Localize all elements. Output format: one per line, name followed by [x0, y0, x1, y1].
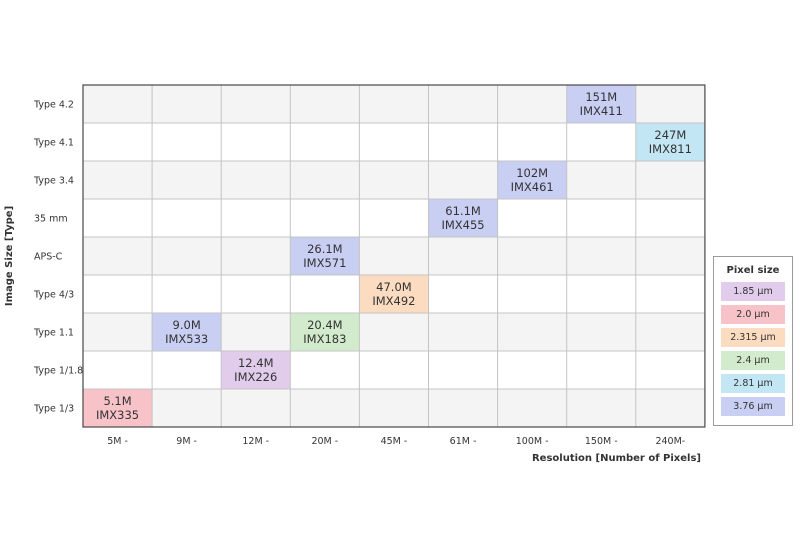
- cell-sensor: IMX226: [234, 370, 277, 384]
- sensor-cell: [635, 123, 705, 161]
- column-label: 12M -: [242, 436, 269, 447]
- sensor-cell: [290, 313, 360, 351]
- row-label: Type 4/3: [33, 290, 74, 301]
- row-stripe: [83, 123, 705, 161]
- cell-sensor: IMX571: [303, 256, 346, 270]
- sensor-cell: [221, 351, 291, 389]
- column-label: 45M -: [381, 436, 408, 447]
- column-label: 240M-: [655, 436, 685, 447]
- sensor-cell: [497, 161, 567, 199]
- column-label: 20M -: [311, 436, 338, 447]
- column-label: 150M -: [585, 436, 618, 447]
- sensor-cell: [566, 85, 636, 123]
- row-stripe: [83, 199, 705, 237]
- cell-resolution: 12.4M: [238, 356, 274, 370]
- row-label: 35 mm: [34, 214, 68, 225]
- cell-resolution: 61.1M: [445, 204, 481, 218]
- row-label: Type 3.4: [33, 176, 74, 187]
- legend-item: 2.0 µm: [721, 305, 785, 324]
- cell-resolution: 5.1M: [103, 394, 131, 408]
- plot-border: [82, 84, 706, 428]
- pixel-size-legend: Pixel size 1.85 µm 2.0 µm 2.315 µm 2.4 µm 2.…: [713, 256, 793, 426]
- column-label: 9M -: [176, 436, 197, 447]
- legend-item: 1.85 µm: [721, 282, 785, 301]
- row-stripe: [83, 389, 705, 427]
- cell-sensor: IMX455: [441, 218, 484, 232]
- cell-resolution: 47.0M: [376, 280, 412, 294]
- legend-item: 3.76 µm: [721, 397, 785, 416]
- column-label: 100M -: [516, 436, 549, 447]
- cell-resolution: 26.1M: [307, 242, 343, 256]
- legend-title: Pixel size: [726, 265, 780, 276]
- legend-item: 2.315 µm: [721, 328, 785, 347]
- legend-item: 2.81 µm: [721, 374, 785, 393]
- x-axis-title: Resolution [Number of Pixels]: [532, 453, 701, 464]
- cell-resolution: 20.4M: [307, 318, 343, 332]
- cell-sensor: IMX335: [96, 408, 139, 422]
- cell-sensor: IMX533: [165, 332, 208, 346]
- cell-sensor: IMX492: [372, 294, 415, 308]
- sensor-cell: [428, 199, 498, 237]
- cell-resolution: 102M: [516, 166, 548, 180]
- cell-sensor: IMX183: [303, 332, 346, 346]
- row-label: Type 1/1.8: [33, 366, 83, 377]
- cell-resolution: 9.0M: [173, 318, 201, 332]
- cell-resolution: 151M: [585, 90, 617, 104]
- y-axis-title: Image Size [Type]: [4, 206, 15, 306]
- row-label: Type 4.1: [33, 138, 74, 149]
- legend-item: 2.4 µm: [721, 351, 785, 370]
- cell-resolution: 247M: [654, 128, 686, 142]
- row-label: APS-C: [34, 252, 63, 263]
- cell-sensor: IMX461: [511, 180, 554, 194]
- sensor-cell: [290, 237, 360, 275]
- column-label: 5M -: [107, 436, 128, 447]
- sensor-cell: [359, 275, 429, 313]
- column-label: 61M -: [450, 436, 477, 447]
- sensor-cell: [152, 313, 222, 351]
- row-stripe: [83, 161, 705, 199]
- row-label: Type 4.2: [33, 100, 74, 111]
- row-label: Type 1/3: [33, 404, 74, 415]
- cell-sensor: IMX811: [649, 142, 692, 156]
- cell-sensor: IMX411: [580, 104, 623, 118]
- row-label: Type 1.1: [33, 328, 74, 339]
- sensor-cell: [83, 389, 153, 427]
- row-stripe: [83, 351, 705, 389]
- row-stripe: [83, 237, 705, 275]
